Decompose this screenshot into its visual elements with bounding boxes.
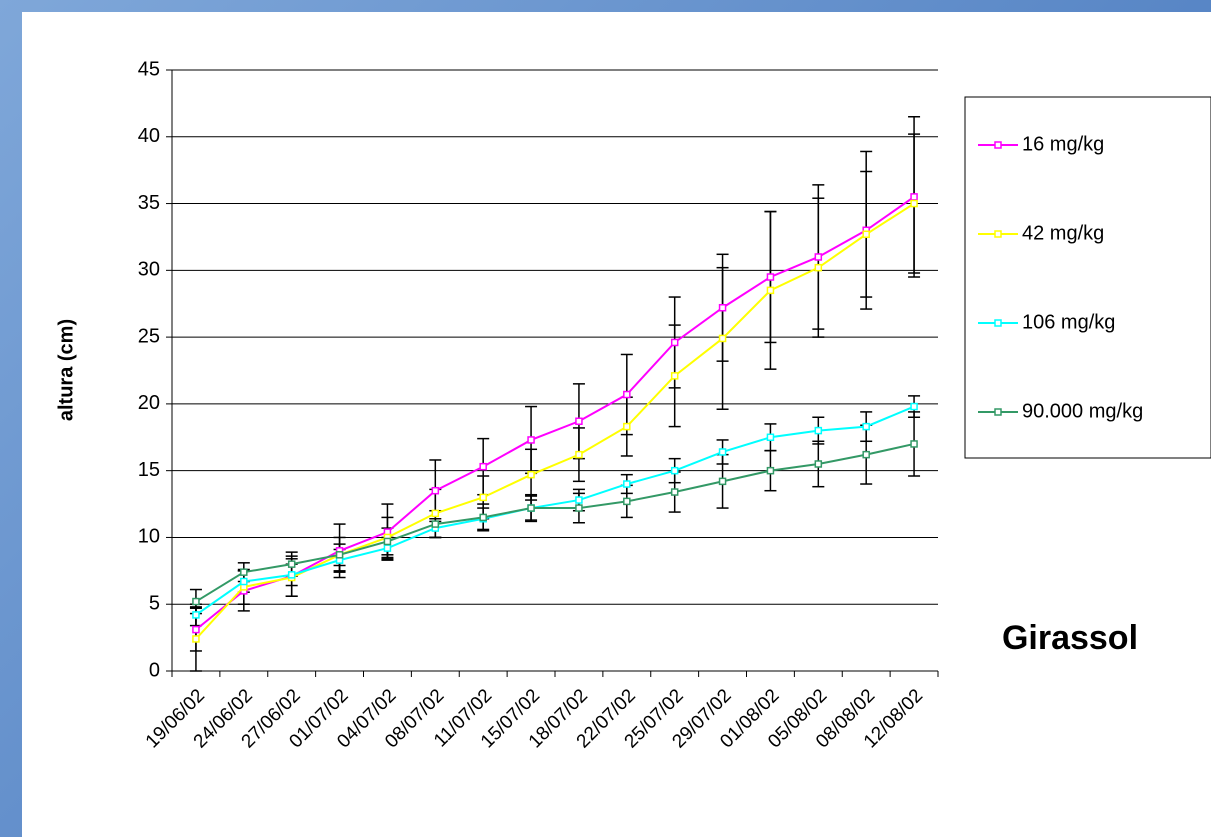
marker [767, 287, 773, 293]
chart: altura (cm) Girassol 0 5 10 15 20 25 30 35 40 45 1… [0, 0, 1211, 837]
marker [911, 404, 917, 410]
marker [863, 231, 869, 237]
marker [432, 510, 438, 516]
marker [720, 305, 726, 311]
marker [241, 569, 247, 575]
y-tick-label: 30 [138, 259, 160, 281]
marker [528, 505, 534, 511]
y-tick-label: 5 [149, 593, 160, 615]
marker [624, 392, 630, 398]
legend-label: 90.000 mg/kg [1022, 400, 1143, 422]
marker [624, 481, 630, 487]
marker [911, 194, 917, 200]
marker [672, 339, 678, 345]
y-tick-label: 10 [138, 526, 160, 548]
marker [432, 488, 438, 494]
marker [720, 449, 726, 455]
legend-marker [995, 231, 1001, 237]
marker [576, 418, 582, 424]
marker [863, 452, 869, 458]
marker [672, 468, 678, 474]
y-tick-label: 40 [138, 125, 160, 147]
marker [193, 636, 199, 642]
y-tick-label: 45 [138, 58, 160, 80]
marker [767, 468, 773, 474]
marker [911, 201, 917, 207]
marker [911, 441, 917, 447]
marker [767, 434, 773, 440]
marker [193, 627, 199, 633]
marker [624, 498, 630, 504]
marker [815, 428, 821, 434]
marker [480, 494, 486, 500]
marker [289, 572, 295, 578]
marker [480, 514, 486, 520]
y-tick-label: 20 [138, 392, 160, 414]
legend-marker [995, 320, 1001, 326]
marker [720, 335, 726, 341]
marker [815, 461, 821, 467]
marker [672, 373, 678, 379]
y-tick-label: 25 [138, 325, 160, 347]
legend-label: 106 mg/kg [1022, 311, 1115, 333]
marker [672, 489, 678, 495]
y-tick-label: 0 [149, 659, 160, 681]
marker [767, 274, 773, 280]
marker [193, 612, 199, 618]
marker [337, 552, 343, 558]
marker [576, 452, 582, 458]
marker [528, 472, 534, 478]
marker [576, 497, 582, 503]
annotation: Girassol [1002, 619, 1138, 657]
marker [576, 505, 582, 511]
legend-label: 42 mg/kg [1022, 222, 1104, 244]
marker [384, 545, 390, 551]
marker [815, 265, 821, 271]
marker [720, 478, 726, 484]
marker [241, 579, 247, 585]
y-tick-label: 15 [138, 459, 160, 481]
marker [432, 521, 438, 527]
marker [289, 561, 295, 567]
y-axis-label: altura (cm) [55, 319, 77, 421]
legend-marker [995, 409, 1001, 415]
marker [815, 254, 821, 260]
legend-label: 16 mg/kg [1022, 133, 1104, 155]
page: altura (cm) Girassol 0 5 10 15 20 25 30 35 40 45 1… [0, 0, 1211, 837]
marker [480, 464, 486, 470]
marker [384, 538, 390, 544]
marker [528, 437, 534, 443]
y-tick-label: 35 [138, 192, 160, 214]
marker [624, 424, 630, 430]
marker [863, 424, 869, 430]
legend-marker [995, 142, 1001, 148]
marker [193, 599, 199, 605]
